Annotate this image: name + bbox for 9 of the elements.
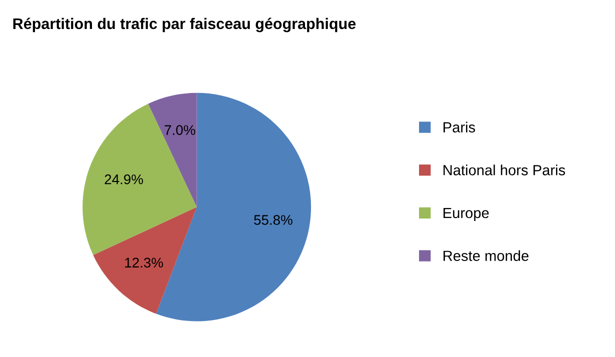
legend-label: Reste monde	[444, 250, 528, 261]
data-label: 24.9%	[104, 174, 143, 184]
legend-label: National hors Paris	[444, 164, 566, 176]
chart-title: Répartition du trafic par faisceau géographique	[13, 18, 356, 32]
legend-label: Paris	[444, 122, 476, 132]
legend-label: Europe	[444, 208, 489, 222]
data-label: 55.8%	[254, 215, 292, 225]
data-label: 7.0%	[164, 125, 196, 135]
data-label: 12.3%	[125, 258, 163, 268]
